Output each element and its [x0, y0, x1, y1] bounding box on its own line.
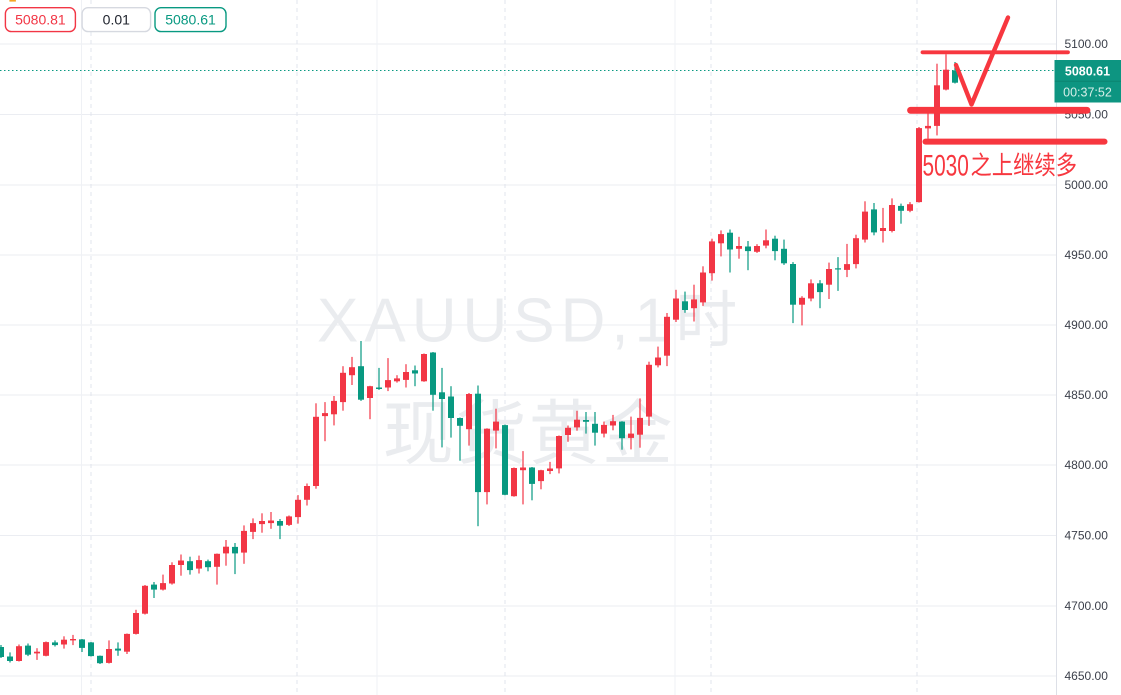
svg-text:5000.00: 5000.00: [1065, 178, 1109, 192]
svg-text:5080.61: 5080.61: [165, 11, 216, 27]
svg-text:4700.00: 4700.00: [1065, 599, 1109, 613]
svg-text:5030: 5030: [923, 150, 969, 182]
svg-text:4850.00: 4850.00: [1065, 388, 1109, 402]
svg-text:4900.00: 4900.00: [1065, 318, 1109, 332]
svg-text:4750.00: 4750.00: [1065, 529, 1109, 543]
svg-text:5080.61: 5080.61: [1065, 65, 1110, 79]
svg-text:0.01: 0.01: [103, 11, 130, 27]
svg-text:4950.00: 4950.00: [1065, 248, 1109, 262]
svg-text:4650.00: 4650.00: [1065, 669, 1109, 683]
svg-text:4800.00: 4800.00: [1065, 458, 1109, 472]
svg-text:5080.81: 5080.81: [15, 11, 66, 27]
svg-text:XAUUSD,1: XAUUSD,1: [317, 287, 675, 356]
svg-text:00:37:52: 00:37:52: [1063, 86, 1112, 100]
svg-text:5100.00: 5100.00: [1065, 37, 1109, 51]
